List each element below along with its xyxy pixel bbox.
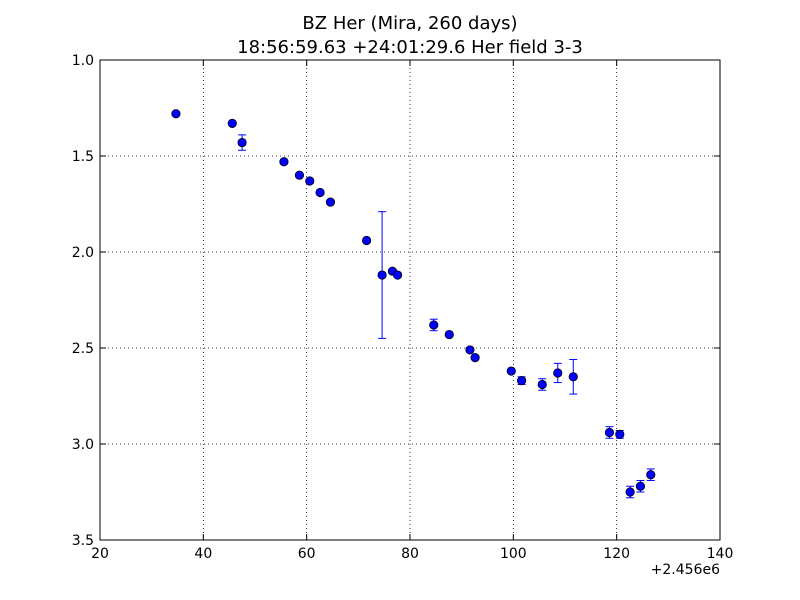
y-tick-label: 1.0 — [72, 53, 94, 69]
data-point — [392, 270, 403, 280]
grid-lines — [100, 60, 720, 540]
data-point — [646, 470, 656, 480]
chart-subtitle: 18:56:59.63 +24:01:29.6 Her field 3-3 — [237, 37, 583, 58]
x-tick-label: 100 — [500, 546, 527, 562]
x-tick-label: 20 — [91, 546, 109, 562]
data-point — [506, 366, 516, 376]
y-tick-label: 2.5 — [72, 341, 94, 357]
data-point — [325, 197, 336, 207]
data-point — [171, 109, 181, 119]
data-point — [470, 352, 480, 363]
data-point — [377, 270, 387, 280]
data-point — [615, 429, 625, 439]
data-point — [625, 487, 635, 497]
x-offset-label: +2.456e6 — [651, 562, 720, 578]
data-point — [361, 235, 372, 246]
y-tick-label: 3.0 — [72, 437, 94, 453]
data-point — [465, 345, 475, 355]
data-point — [279, 157, 289, 167]
x-tick-label: 40 — [194, 546, 212, 562]
data-point — [553, 368, 563, 378]
x-tick-label: 140 — [707, 546, 734, 562]
data-point — [305, 176, 315, 186]
x-tick-label: 120 — [603, 546, 630, 562]
plot-frame — [99, 59, 721, 541]
data-point — [429, 320, 439, 330]
data-point — [537, 379, 547, 390]
y-tick-label: 3.5 — [72, 533, 94, 549]
x-tick-label: 80 — [401, 546, 419, 562]
data-points — [171, 109, 656, 497]
data-point — [237, 137, 247, 148]
data-point — [315, 187, 325, 198]
data-point — [604, 427, 615, 438]
y-axis-ticks: 1.0 1.5 2.0 2.5 3.0 3.5 — [72, 53, 720, 549]
x-tick-label: 60 — [298, 546, 316, 562]
data-point — [568, 372, 578, 382]
data-point — [294, 170, 305, 180]
data-point — [227, 118, 237, 128]
data-point — [635, 481, 646, 491]
y-tick-label: 1.5 — [72, 149, 94, 165]
y-tick-label: 2.0 — [72, 245, 94, 261]
x-axis-ticks: 20 40 60 80 100 120 140 — [91, 60, 733, 562]
data-point — [516, 376, 527, 386]
data-point — [444, 329, 454, 340]
chart-title: BZ Her (Mira, 260 days) — [302, 13, 517, 34]
error-bars — [238, 134, 655, 499]
